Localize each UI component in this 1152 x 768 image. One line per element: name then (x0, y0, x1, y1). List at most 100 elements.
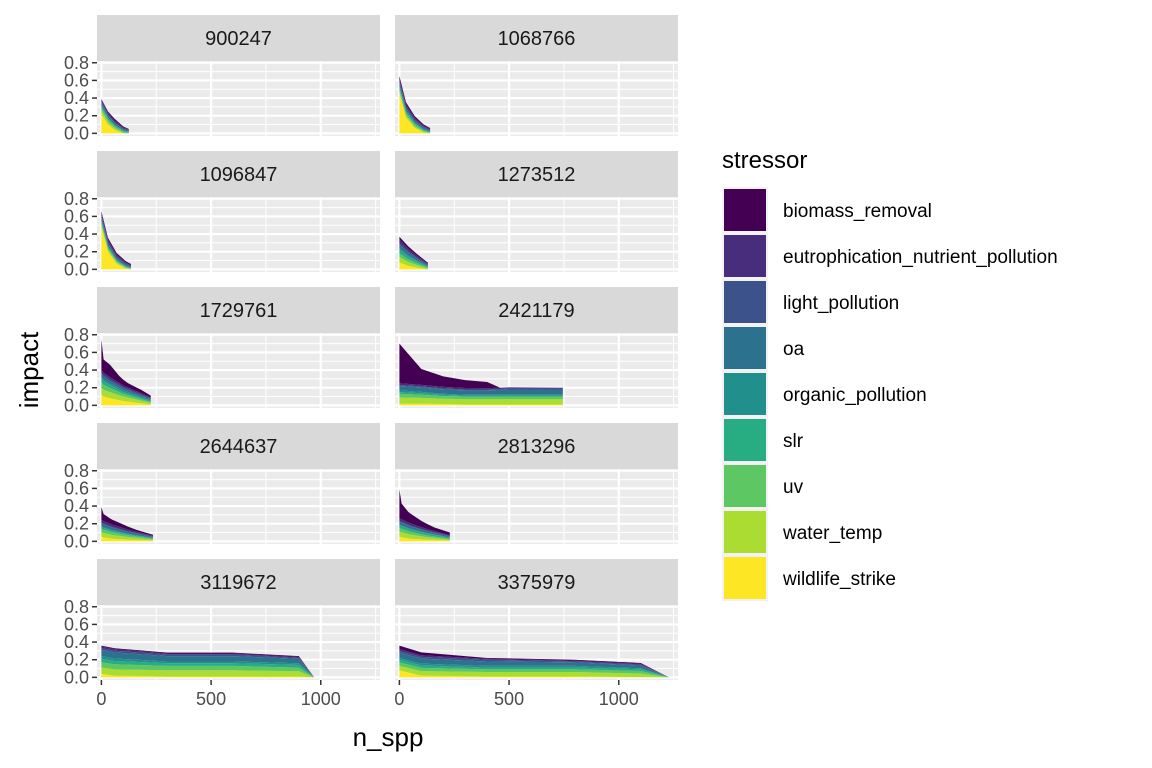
legend-item-slr: slr (722, 417, 804, 463)
area-organic_pollution (399, 524, 450, 538)
legend-label: biomass_removal (783, 201, 932, 222)
area-eutrophication_nutrient_pollution (101, 370, 151, 399)
area-biomass_removal (101, 339, 151, 398)
area-wildlife_strike (101, 113, 129, 134)
stacked-areas (101, 506, 153, 542)
legend-swatch (724, 465, 766, 507)
y-tick-label: 0.0 (64, 259, 89, 279)
area-uv (399, 528, 450, 540)
area-light_pollution (399, 385, 563, 391)
legend-item-wildlife_strike: wildlife_strike (722, 555, 896, 601)
facet-panel-1273512: 1273512 (395, 151, 678, 272)
y-tick-label: 0.0 (64, 123, 89, 143)
y-tick-label: 0.4 (64, 88, 89, 108)
facet-strip (97, 15, 380, 61)
area-light_pollution (101, 215, 131, 267)
area-oa (101, 374, 151, 401)
legend-item-water_temp: water_temp (722, 509, 882, 555)
area-wildlife_strike (101, 536, 153, 542)
facet-strip-label: 3375979 (498, 572, 576, 594)
area-wildlife_strike (101, 673, 315, 678)
area-light_pollution (399, 81, 431, 131)
x-tick-label: 1000 (301, 689, 341, 709)
stacked-areas (399, 236, 428, 270)
legend-label: slr (783, 431, 804, 452)
facet-panel-900247: 900247 0.00.20.40.60.8 (64, 15, 380, 143)
facet-strip-label: 2813296 (498, 436, 576, 458)
area-oa (101, 217, 131, 268)
area-uv (101, 662, 315, 678)
x-tick-label: 1000 (599, 689, 639, 709)
facet-strip-label: 2421179 (498, 300, 574, 322)
y-tick-label: 0.2 (64, 650, 89, 670)
legend-item-oa: oa (722, 325, 805, 371)
area-water_temp (399, 531, 450, 541)
y-tick-label: 0.0 (64, 667, 89, 687)
facet-panel-2813296: 2813296 (395, 423, 678, 544)
legend-label: organic_pollution (783, 385, 927, 406)
legend-swatch (724, 557, 766, 599)
area-organic_pollution (399, 85, 431, 133)
legend-swatch (724, 327, 766, 369)
area-eutrophication_nutrient_pollution (399, 239, 428, 265)
area-slr (399, 392, 563, 397)
legend-item-uv: uv (722, 463, 804, 509)
y-tick-label: 0.0 (64, 531, 89, 551)
area-biomass_removal (101, 506, 153, 536)
area-uv (101, 107, 129, 134)
area-eutrophication_nutrient_pollution (399, 383, 563, 390)
area-wildlife_strike (399, 536, 450, 542)
gridlines (97, 61, 380, 136)
area-oa (399, 244, 428, 267)
area-wildlife_strike (399, 93, 431, 134)
x-axis-label: n_spp (353, 722, 424, 752)
stacked-areas (101, 211, 131, 270)
area-slr (101, 220, 131, 269)
area-water_temp (399, 257, 428, 270)
area-oa (399, 652, 670, 678)
facet-panel-2421179: 2421179 (395, 287, 678, 408)
facet-strip (395, 287, 678, 333)
area-uv (399, 253, 428, 269)
legend-swatch (724, 235, 766, 277)
area-organic_pollution (399, 248, 428, 267)
area-slr (399, 525, 450, 539)
area-eutrophication_nutrient_pollution (101, 520, 153, 537)
facet-panel-3119672: 3119672 0.00.20.40.60.8 0 500 1000 (64, 559, 380, 709)
facet-strip (97, 287, 380, 333)
legend-swatch (724, 281, 766, 323)
facet-strip (97, 151, 380, 197)
legend-label: wildlife_strike (782, 569, 896, 590)
facet-strip (97, 423, 380, 469)
x-tick-label: 0 (394, 689, 404, 709)
stacked-areas (399, 343, 563, 406)
facet-strip-label: 900247 (205, 28, 272, 50)
y-tick-label: 0.6 (64, 206, 89, 226)
facet-strip (395, 151, 678, 197)
area-water_temp (101, 387, 151, 405)
gridlines (97, 197, 380, 272)
area-water_temp (101, 110, 129, 134)
stacked-areas (101, 98, 129, 134)
area-wildlife_strike (399, 670, 670, 678)
area-light_pollution (101, 372, 151, 400)
y-tick-label: 0.8 (64, 189, 89, 209)
legend-item-light_pollution: light_pollution (722, 279, 899, 325)
y-tick-label: 0.0 (64, 395, 89, 415)
y-tick-label: 0.4 (64, 496, 89, 516)
area-oa (101, 650, 315, 678)
area-oa (399, 83, 431, 132)
area-slr (101, 378, 151, 402)
area-uv (101, 222, 131, 269)
area-biomass_removal (399, 489, 450, 536)
area-light_pollution (399, 521, 450, 537)
y-tick-label: 0.2 (64, 242, 89, 262)
y-tick-label: 0.8 (64, 597, 89, 617)
area-biomass_removal (399, 343, 563, 389)
y-tick-label: 0.6 (64, 478, 89, 498)
area-organic_pollution (101, 526, 153, 539)
y-tick-label: 0.2 (64, 514, 89, 534)
area-organic_pollution (101, 219, 131, 269)
x-tick-label: 500 (494, 689, 524, 709)
stacked-areas (101, 339, 151, 406)
